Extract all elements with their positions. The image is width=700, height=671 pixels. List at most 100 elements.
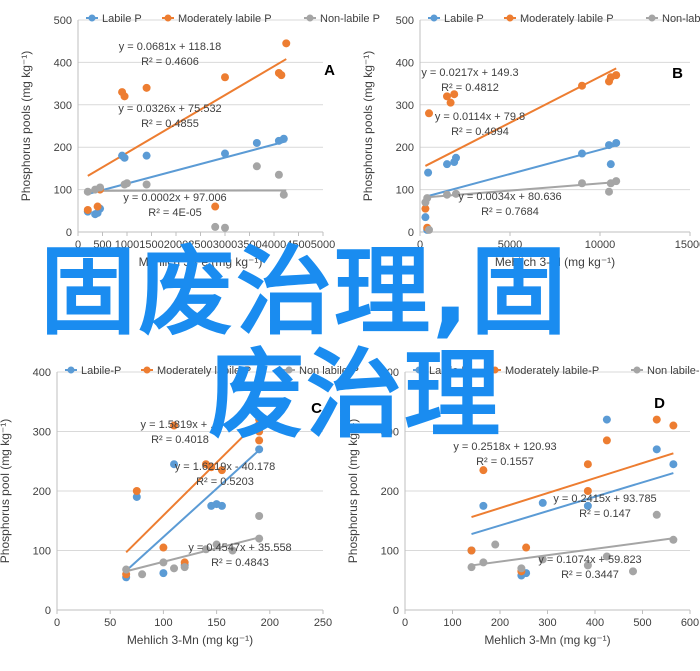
data-point — [446, 98, 455, 107]
y-axis-title: Phosphorus pool (mg kg⁻¹) — [0, 419, 12, 563]
data-point — [201, 545, 210, 554]
data-point — [652, 510, 661, 519]
data-point — [83, 205, 92, 214]
data-point — [602, 415, 611, 424]
y-tick-label: 400 — [54, 57, 72, 69]
r-squared-label: R² = 0.4843 — [211, 557, 269, 569]
x-tick-label: 4500 — [286, 239, 310, 251]
data-point — [252, 138, 261, 147]
r-squared-label: R² = 0.4606 — [141, 56, 199, 68]
data-point — [255, 445, 264, 454]
r-squared-label: R² = 0.4018 — [151, 434, 209, 446]
data-point — [452, 153, 460, 162]
data-point — [629, 567, 637, 576]
regression-equation: y = 0.0034x + 80.636 — [458, 191, 561, 203]
y-tick-label: 300 — [54, 100, 72, 112]
data-point — [602, 436, 611, 445]
data-point — [142, 83, 151, 92]
data-point — [120, 92, 129, 101]
x-tick-label: 0 — [75, 239, 81, 251]
x-tick-label: 15000 — [675, 239, 700, 251]
y-tick-label: 100 — [54, 185, 72, 197]
x-tick-label: 0 — [402, 617, 408, 629]
r-squared-label: R² = 0.1557 — [476, 456, 534, 468]
data-point — [170, 421, 179, 430]
data-point — [142, 180, 151, 189]
data-point — [159, 569, 168, 578]
legend-swatch-marker — [164, 14, 172, 22]
legend-label: Moderately labile-P — [157, 365, 251, 377]
x-tick-label: 200 — [491, 617, 509, 629]
data-point — [159, 543, 168, 552]
data-point — [170, 460, 179, 469]
y-axis-title: Phosphorus pools (mg kg⁻¹) — [361, 51, 375, 201]
legend-label: Non labile-P — [299, 365, 359, 377]
data-point — [583, 561, 592, 570]
r-squared-label: R² = 0.4812 — [441, 82, 499, 94]
data-point — [605, 187, 613, 196]
x-tick-label: 600 — [681, 617, 699, 629]
r-squared-label: R² = 0.4994 — [451, 126, 509, 138]
data-point — [274, 170, 283, 179]
data-point — [450, 90, 459, 99]
x-tick-label: 250 — [314, 617, 332, 629]
data-point — [83, 187, 92, 196]
data-point — [669, 460, 678, 469]
y-tick-label: 0 — [393, 605, 399, 617]
data-point — [423, 194, 432, 203]
data-point — [255, 511, 264, 520]
legend-swatch-marker — [648, 14, 656, 22]
data-point — [606, 160, 615, 169]
legend-label: Labile-P — [81, 365, 121, 377]
data-point — [421, 204, 430, 213]
panel-label: A — [324, 62, 335, 79]
r-squared-label: R² = 0.7684 — [481, 206, 539, 218]
x-tick-label: 500 — [93, 239, 111, 251]
data-point — [212, 540, 221, 549]
regression-equation: y = 0.2518x + 120.93 — [453, 441, 556, 453]
data-point — [142, 151, 151, 160]
data-point — [228, 546, 237, 555]
data-point — [282, 39, 291, 48]
data-point — [138, 570, 147, 579]
y-tick-label: 200 — [396, 142, 414, 154]
x-tick-label: 3500 — [237, 239, 261, 251]
data-point — [491, 540, 500, 549]
data-point — [255, 415, 264, 424]
data-point — [255, 427, 264, 436]
data-point — [425, 109, 433, 118]
legend-label: Labile P — [429, 365, 469, 377]
x-tick-label: 0 — [417, 239, 423, 251]
data-point — [479, 466, 488, 475]
x-tick-label: 500 — [633, 617, 651, 629]
r-squared-label: R² = 0.4855 — [141, 118, 199, 130]
regression-equation: y = 0.2415x + 93.785 — [553, 493, 656, 505]
data-point — [170, 564, 179, 573]
data-point — [421, 213, 430, 222]
legend-label: Non labile-P — [647, 365, 700, 377]
regression-equation: y = 1.5819x + ... — [141, 419, 220, 431]
legend-swatch-marker — [67, 366, 75, 374]
data-point — [652, 415, 661, 424]
data-point — [479, 558, 488, 567]
data-point — [180, 563, 189, 572]
y-tick-label: 300 — [381, 427, 399, 439]
regression-equation: y = 0.0681x + 118.18 — [119, 41, 222, 53]
data-point — [211, 202, 220, 211]
data-point — [443, 92, 451, 101]
data-point — [583, 501, 592, 510]
regression-equation: y = 0.0114x + 79.8 — [435, 111, 525, 123]
r-squared-label: R² = 4E-05 — [148, 207, 202, 219]
trendline-1 — [471, 472, 674, 536]
data-point — [93, 202, 102, 211]
legend-swatch-marker — [306, 14, 314, 22]
data-point — [277, 71, 286, 80]
data-point — [669, 535, 678, 544]
data-point — [652, 445, 661, 454]
x-axis-title: Mehlich 3-Fe (mg kg⁻¹) — [139, 255, 263, 269]
legend-swatch-marker — [430, 14, 438, 22]
data-point — [132, 487, 141, 495]
y-axis-title: Phosphorus pool (mg kg⁻¹) — [346, 419, 360, 563]
